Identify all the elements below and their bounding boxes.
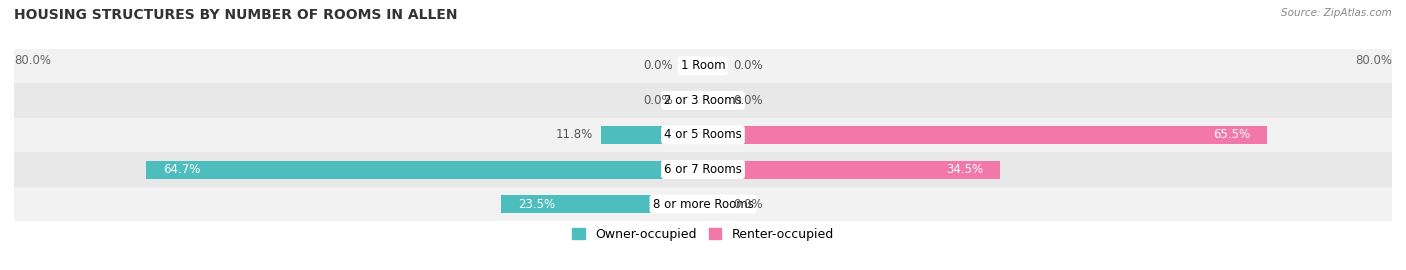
Text: 64.7%: 64.7% [163, 163, 201, 176]
Text: 0.0%: 0.0% [643, 59, 673, 72]
Text: 8 or more Rooms: 8 or more Rooms [652, 198, 754, 211]
Text: 80.0%: 80.0% [14, 54, 51, 67]
Text: 4 or 5 Rooms: 4 or 5 Rooms [664, 129, 742, 141]
Bar [14, 152, 1392, 187]
Bar [14, 83, 1392, 118]
Text: 0.0%: 0.0% [733, 59, 763, 72]
Legend: Owner-occupied, Renter-occupied: Owner-occupied, Renter-occupied [572, 228, 834, 241]
Bar [14, 187, 1392, 221]
Text: 65.5%: 65.5% [1213, 129, 1250, 141]
Bar [14, 49, 1392, 83]
Bar [501, 195, 703, 213]
Bar [703, 126, 1267, 144]
Text: 6 or 7 Rooms: 6 or 7 Rooms [664, 163, 742, 176]
Text: 0.0%: 0.0% [643, 94, 673, 107]
Text: 0.0%: 0.0% [733, 198, 763, 211]
Text: HOUSING STRUCTURES BY NUMBER OF ROOMS IN ALLEN: HOUSING STRUCTURES BY NUMBER OF ROOMS IN… [14, 8, 457, 22]
Text: 0.0%: 0.0% [733, 94, 763, 107]
Text: 34.5%: 34.5% [946, 163, 983, 176]
Bar [146, 161, 703, 178]
Bar [602, 126, 703, 144]
Bar [703, 161, 1000, 178]
Text: Source: ZipAtlas.com: Source: ZipAtlas.com [1281, 8, 1392, 18]
Bar [14, 118, 1392, 152]
Text: 1 Room: 1 Room [681, 59, 725, 72]
Text: 2 or 3 Rooms: 2 or 3 Rooms [664, 94, 742, 107]
Text: 11.8%: 11.8% [555, 129, 593, 141]
Text: 23.5%: 23.5% [517, 198, 555, 211]
Text: 80.0%: 80.0% [1355, 54, 1392, 67]
